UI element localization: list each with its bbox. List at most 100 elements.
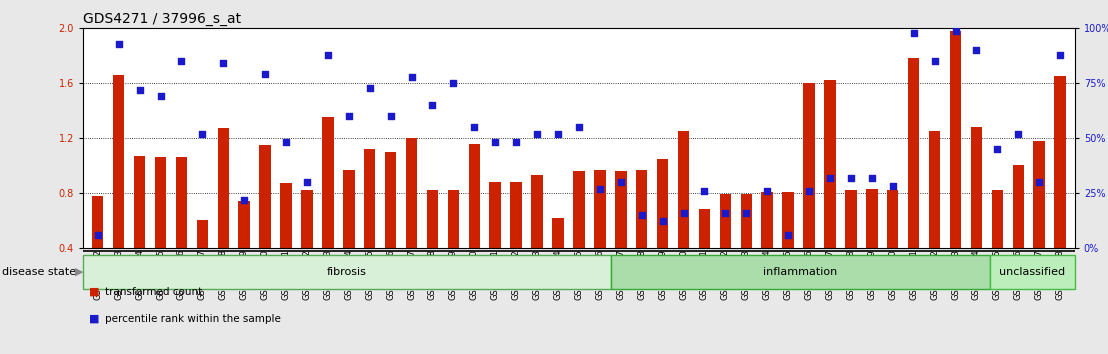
Bar: [678, 131, 689, 248]
Point: [1009, 131, 1027, 137]
Text: GDS4271 / 37996_s_at: GDS4271 / 37996_s_at: [83, 12, 242, 26]
Bar: [322, 118, 334, 248]
Point: [340, 113, 358, 119]
Point: [884, 183, 902, 189]
Point: [256, 72, 274, 77]
Text: ■: ■: [89, 314, 99, 324]
Bar: [907, 58, 920, 248]
Point: [173, 58, 191, 64]
Bar: [615, 171, 626, 248]
Bar: [384, 152, 397, 248]
Point: [738, 210, 756, 216]
Bar: [196, 220, 208, 248]
Bar: [636, 170, 647, 248]
Bar: [343, 170, 355, 248]
Point: [152, 93, 170, 99]
Bar: [217, 129, 229, 248]
Bar: [699, 209, 710, 248]
Point: [967, 47, 985, 53]
Point: [550, 131, 567, 137]
Text: percentile rank within the sample: percentile rank within the sample: [105, 314, 281, 324]
Point: [633, 212, 650, 218]
Bar: [83, 255, 611, 289]
Bar: [719, 194, 731, 248]
Bar: [845, 190, 856, 248]
Point: [402, 74, 420, 79]
Bar: [301, 190, 312, 248]
Point: [612, 179, 629, 185]
Point: [821, 175, 839, 181]
Bar: [1055, 76, 1066, 248]
Bar: [469, 144, 480, 248]
Bar: [866, 189, 878, 248]
Point: [361, 85, 379, 90]
Bar: [259, 145, 270, 248]
Point: [863, 175, 881, 181]
Bar: [573, 171, 585, 248]
Bar: [950, 31, 962, 248]
Point: [696, 188, 714, 194]
Bar: [280, 183, 291, 248]
Point: [194, 131, 212, 137]
Point: [507, 139, 525, 145]
Point: [779, 232, 797, 238]
Point: [1030, 179, 1048, 185]
Point: [529, 131, 546, 137]
Point: [591, 186, 608, 192]
Bar: [552, 218, 564, 248]
Bar: [1034, 141, 1045, 248]
Text: fibrosis: fibrosis: [327, 267, 367, 277]
Bar: [176, 157, 187, 248]
Bar: [113, 75, 124, 248]
Point: [89, 232, 106, 238]
Bar: [363, 149, 376, 248]
Point: [988, 146, 1006, 152]
Bar: [929, 131, 941, 248]
Point: [800, 188, 818, 194]
Point: [946, 28, 964, 33]
Point: [131, 87, 148, 93]
Bar: [427, 190, 439, 248]
Bar: [971, 127, 982, 248]
Text: ■: ■: [89, 287, 99, 297]
Point: [110, 41, 127, 46]
Point: [382, 113, 400, 119]
Point: [319, 52, 337, 57]
Bar: [134, 156, 145, 248]
Bar: [992, 190, 1003, 248]
Text: inflammation: inflammation: [763, 267, 838, 277]
Bar: [594, 170, 606, 248]
Point: [298, 179, 316, 185]
Bar: [155, 157, 166, 248]
Point: [842, 175, 860, 181]
Bar: [490, 182, 501, 248]
Point: [570, 124, 587, 130]
Text: disease state: disease state: [2, 267, 76, 277]
Bar: [238, 201, 250, 248]
Point: [654, 219, 671, 224]
Bar: [824, 80, 835, 248]
Text: transformed count: transformed count: [105, 287, 203, 297]
Point: [277, 139, 295, 145]
Point: [1051, 52, 1069, 57]
Point: [444, 80, 462, 86]
Bar: [782, 192, 794, 248]
Bar: [657, 159, 668, 248]
Point: [675, 210, 692, 216]
Text: unclassified: unclassified: [999, 267, 1066, 277]
Point: [235, 197, 253, 202]
Point: [465, 124, 483, 130]
Bar: [448, 190, 459, 248]
Bar: [92, 196, 103, 248]
Bar: [991, 255, 1075, 289]
Bar: [511, 182, 522, 248]
Bar: [611, 255, 991, 289]
Bar: [1013, 166, 1024, 248]
Point: [486, 139, 504, 145]
Bar: [803, 83, 814, 248]
Point: [925, 58, 943, 64]
Point: [423, 102, 441, 108]
Bar: [740, 194, 752, 248]
Bar: [888, 190, 899, 248]
Point: [758, 188, 776, 194]
